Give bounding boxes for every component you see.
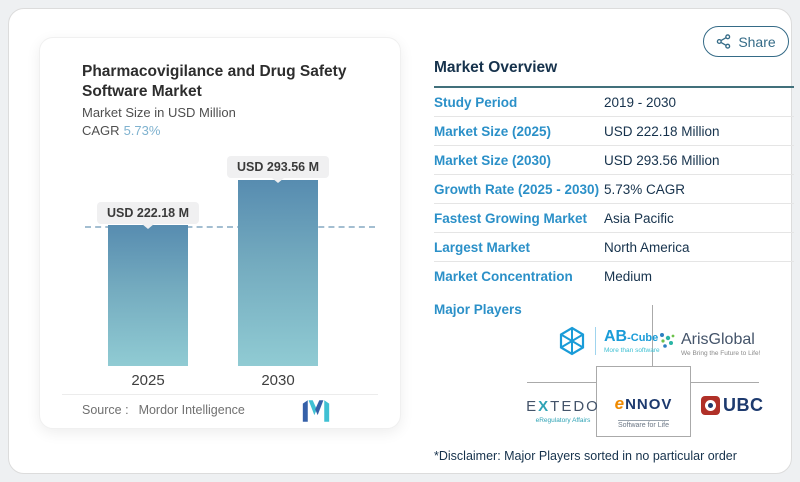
extedo-name: EXTEDO [525, 398, 601, 415]
x-axis-label-2025: 2025 [131, 372, 165, 389]
ab-cube-tagline: More than software [604, 346, 660, 354]
mordor-intelligence-logo-icon [302, 400, 330, 422]
source-row: Source : Mordor Intelligence [62, 394, 378, 424]
row-value: 5.73% CAGR [604, 181, 686, 197]
cagr-value: 5.73% [123, 123, 161, 138]
row-value: North America [604, 239, 690, 255]
x-axis-label-2030: 2030 [261, 372, 295, 389]
row-label: Growth Rate (2025 - 2030) [434, 181, 600, 197]
row-label: Market Concentration [434, 269, 573, 284]
arisglobal-tagline: We Bring the Future to Life! [681, 349, 761, 357]
share-button-label: Share [738, 33, 776, 50]
table-row-market-concentration: Market Concentration Medium [434, 262, 794, 291]
reference-dashed-line [85, 226, 375, 228]
source-value: Mordor Intelligence [138, 402, 245, 417]
ennov-name-rest: NNOV [625, 396, 673, 413]
ab-cube-hexagon-icon [559, 326, 585, 356]
row-value: Asia Pacific [604, 210, 674, 226]
chart-title: Pharmacovigilance and Drug Safety Softwa… [82, 63, 347, 101]
data-label-2030-text: USD 293.56 M [237, 160, 319, 174]
logo-ubc: UBC [701, 395, 764, 416]
row-value: Medium [604, 269, 653, 284]
table-row-largest-market: Largest Market North America [434, 233, 794, 262]
data-label-2025: USD 222.18 M [97, 202, 199, 224]
table-row-market-size-2025: Market Size (2025) USD 222.18 Million [434, 117, 794, 146]
table-row-growth-rate: Growth Rate (2025 - 2030) 5.73% CAGR [434, 175, 794, 204]
ennov-name-e: e [614, 394, 626, 413]
ubc-swirl-icon [701, 396, 720, 415]
connector-line-left [527, 382, 596, 383]
major-players-label: Major Players [434, 302, 522, 317]
ab-cube-name-sub: -Cube [627, 331, 659, 344]
bar-2030 [238, 180, 318, 366]
ab-cube-name: AB-Cube [604, 327, 660, 345]
bar-2025 [108, 225, 188, 366]
chart-cagr: CAGR 5.73% [82, 123, 160, 138]
ab-cube-name-main: AB [604, 327, 628, 345]
ab-cube-divider [595, 327, 596, 355]
row-label: Largest Market [434, 239, 531, 255]
chart-panel: Pharmacovigilance and Drug Safety Softwa… [39, 37, 401, 429]
cagr-label: CAGR [82, 123, 120, 138]
overview-title: Market Overview [434, 59, 558, 76]
ennov-tagline: Software for Life [618, 420, 669, 429]
extedo-tagline: eRegulatory Affairs [535, 417, 591, 424]
logo-ab-cube: AB-Cube More than software [557, 326, 660, 356]
share-button[interactable]: Share [703, 26, 789, 57]
row-label: Market Size (2030) [434, 152, 552, 168]
logo-extedo: EXTEDO eRegulatory Affairs [525, 398, 601, 424]
row-label: Study Period [434, 94, 518, 110]
extedo-name-rest: TEDO [550, 398, 600, 415]
row-value: 2019 - 2030 [604, 94, 677, 110]
connector-line-right [691, 382, 759, 383]
extedo-name-e: E [526, 398, 539, 415]
ennov-name: eNNOV [601, 394, 686, 414]
connector-line-vertical [652, 305, 653, 366]
connector-box [596, 366, 691, 437]
logo-arisglobal: ArisGlobal We Bring the Future to Life! [659, 331, 760, 357]
share-icon [717, 34, 731, 49]
data-label-2025-text: USD 222.18 M [107, 206, 189, 220]
table-row-market-size-2030: Market Size (2030) USD 293.56 Million [434, 146, 794, 175]
disclaimer-text: *Disclaimer: Major Players sorted in no … [434, 449, 737, 463]
arisglobal-dots-icon [660, 333, 675, 348]
table-row-study-period: Study Period 2019 - 2030 [434, 88, 794, 117]
row-label: Market Size (2025) [434, 123, 552, 139]
overview-table: Study Period 2019 - 2030 Market Size (20… [434, 86, 794, 291]
chart-subtitle: Market Size in USD Million [82, 105, 236, 120]
logo-ennov: eNNOV Software for Life [601, 394, 686, 432]
outer-frame: Share Pharmacovigilance and Drug Safety … [8, 8, 794, 474]
ubc-name: UBC [723, 395, 764, 415]
extedo-name-x: X [538, 398, 551, 415]
row-value: USD 222.18 Million [604, 123, 720, 139]
row-label: Fastest Growing Market [434, 210, 588, 226]
source-label: Source : [82, 402, 129, 417]
arisglobal-name: ArisGlobal [681, 331, 755, 348]
row-value: USD 293.56 Million [604, 152, 720, 168]
table-row-fastest-growing-market: Fastest Growing Market Asia Pacific [434, 204, 794, 233]
data-label-2030: USD 293.56 M [227, 156, 329, 178]
